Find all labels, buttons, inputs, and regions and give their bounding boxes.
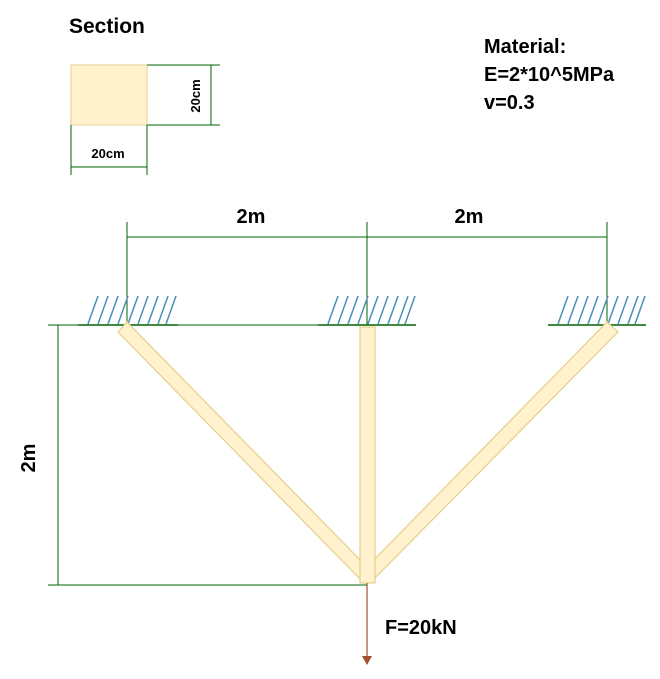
member-vertical [359, 326, 376, 584]
height-label: 2m [18, 444, 40, 473]
span-dimension-lines [126, 222, 608, 325]
support-middle [318, 295, 416, 326]
section-detail: Section 20cm 20cm [69, 15, 220, 175]
load-arrow [362, 583, 372, 665]
member-left-diagonal [117, 321, 371, 581]
material-properties: Material: E=2*10^5MPa v=0.3 [484, 36, 615, 114]
support-left [78, 295, 178, 326]
load-label: F=20kN [385, 617, 457, 639]
span-right-label: 2m [455, 206, 484, 228]
material-heading: Material: [484, 36, 566, 58]
height-dimension-lines [48, 324, 367, 586]
span-left-label: 2m [237, 206, 266, 228]
truss-members [117, 321, 619, 584]
member-right-diagonal [363, 321, 619, 581]
section-square [70, 64, 148, 126]
section-title: Section [69, 15, 145, 38]
section-width-dimension [70, 125, 148, 175]
poisson-ratio-label: v=0.3 [484, 92, 535, 114]
elastic-modulus-label: E=2*10^5MPa [484, 64, 615, 86]
section-width-label: 20cm [91, 146, 124, 161]
section-height-label: 20cm [188, 79, 203, 112]
section-height-dimension [147, 64, 220, 126]
support-right [548, 295, 646, 326]
